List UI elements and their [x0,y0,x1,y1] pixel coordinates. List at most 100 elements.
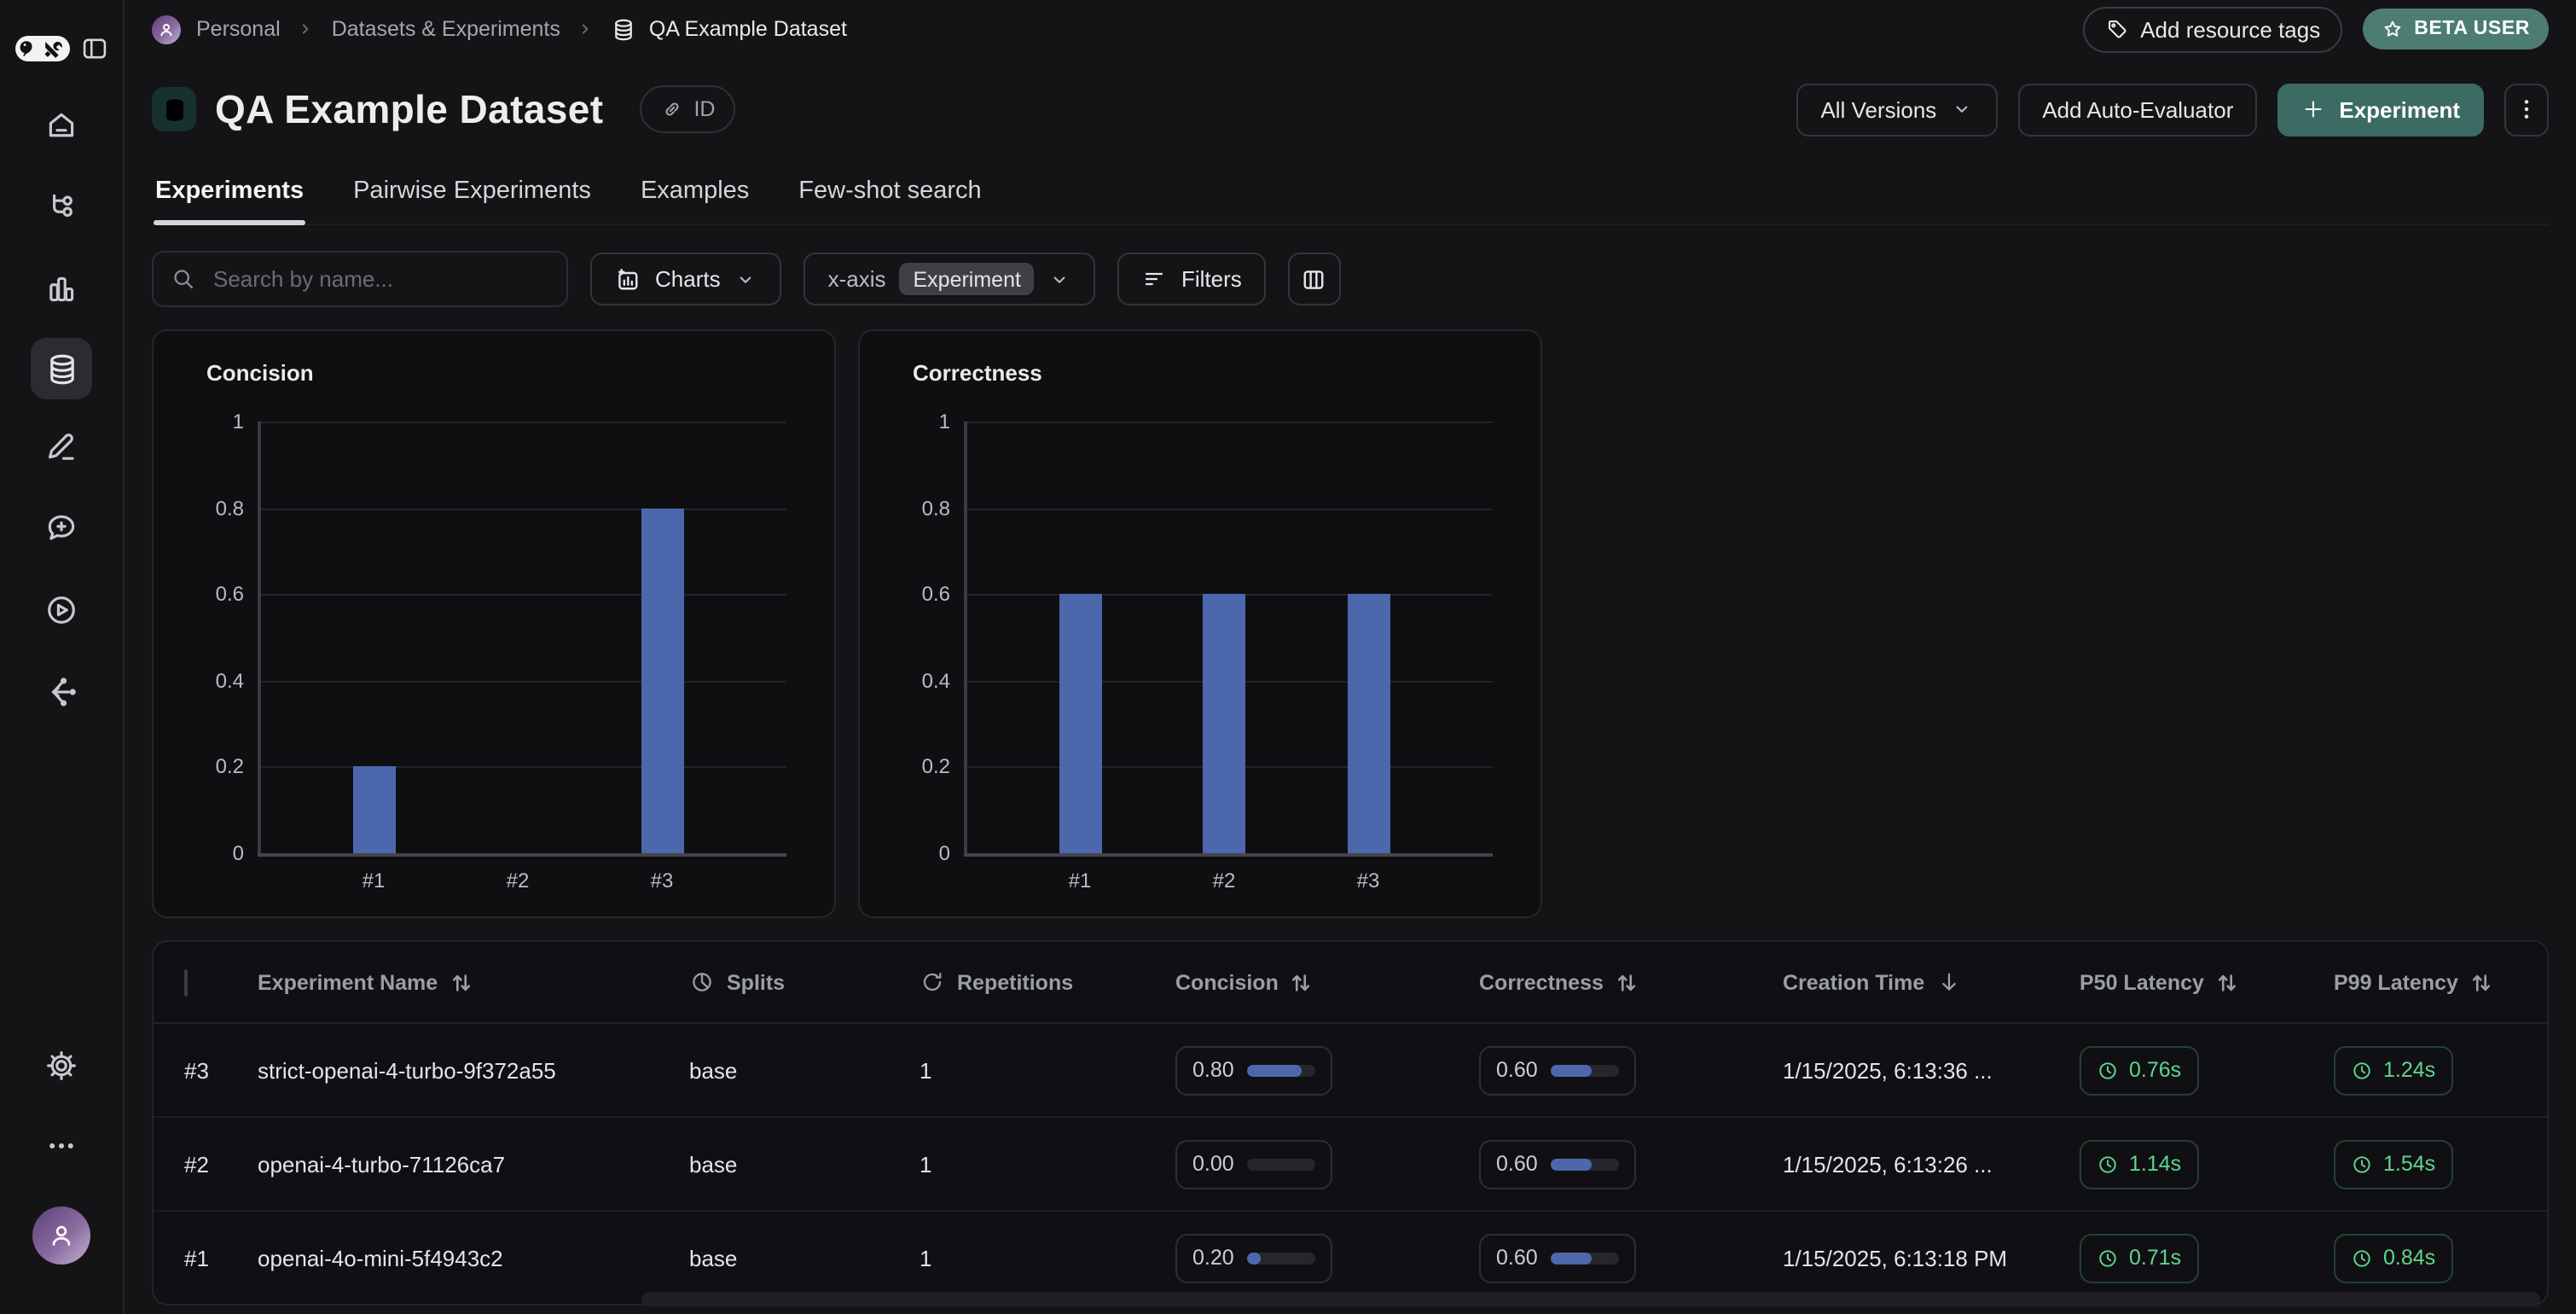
concision-score-chip[interactable]: 0.20 [1175,1233,1333,1282]
p99-latency-chip[interactable]: 0.84s [2334,1233,2453,1282]
concision-score-chip[interactable]: 0.80 [1175,1045,1333,1095]
horizontal-scrollbar[interactable] [275,1292,2549,1307]
chart-gridline [964,422,1493,423]
table-row[interactable]: #2 openai-4-turbo-71126ca7 base 1 0.00 0… [154,1118,2547,1212]
experiment-name-link[interactable]: strict-openai-4-turbo-9f372a55 [258,1057,556,1083]
tab-few-shot-search[interactable]: Few-shot search [798,177,982,205]
user-menu[interactable] [32,1206,90,1265]
correctness-score-chip[interactable]: 0.60 [1479,1139,1637,1189]
score-value: 0.80 [1192,1058,1234,1082]
score-bar-fill [1551,1064,1593,1076]
sort-desc-icon[interactable] [1936,969,1962,995]
p50-latency-chip[interactable]: 0.76s [2080,1045,2199,1095]
charts-button[interactable]: Charts [590,253,782,305]
filters-button[interactable]: Filters [1117,253,1266,305]
sort-icon[interactable] [450,970,472,994]
sort-icon[interactable] [2470,970,2492,994]
new-experiment-button[interactable]: Experiment [2277,83,2484,136]
tab-experiments[interactable]: Experiments [154,167,306,225]
p99-latency-chip[interactable]: 1.24s [2334,1045,2453,1095]
langsmith-logo[interactable] [15,36,70,61]
sidebar-item-datasets[interactable] [31,338,92,399]
add-auto-evaluator-button[interactable]: Add Auto-Evaluator [2018,83,2258,136]
trace-tree-icon [44,189,79,225]
table-row[interactable]: #1 openai-4o-mini-5f4943c2 base 1 0.20 0… [154,1212,2547,1304]
plus-icon [2301,97,2325,121]
select-all-checkbox[interactable] [184,968,188,996]
add-resource-tags-button[interactable]: Add resource tags [2082,6,2343,52]
home-icon [44,108,79,143]
tag-icon [2104,17,2128,41]
sidebar-item-settings[interactable] [44,1048,79,1092]
search-input[interactable] [210,265,549,294]
experiment-name-link[interactable]: openai-4o-mini-5f4943c2 [258,1245,503,1270]
sidebar-item-annotation[interactable] [44,428,79,473]
y-axis-tick-label: 0.8 [921,496,950,520]
column-header-p99-latency[interactable]: P99 Latency [2334,970,2549,994]
column-header-repetitions[interactable]: Repetitions [920,969,1175,995]
column-header-splits[interactable]: Splits [689,969,920,995]
sort-icon[interactable] [1616,970,1638,994]
chevron-right-icon [296,19,316,39]
chart-x-axis [258,853,786,857]
correctness-score-chip[interactable]: 0.60 [1479,1233,1637,1282]
tab-examples[interactable]: Examples [640,177,750,205]
column-header-p50-latency[interactable]: P50 Latency [2080,970,2334,994]
experiment-name-link[interactable]: openai-4-turbo-71126ca7 [258,1151,506,1177]
column-header-correctness[interactable]: Correctness [1479,970,1783,994]
sidebar-toggle-icon[interactable] [80,34,109,63]
y-axis-tick-label: 0.6 [921,582,950,607]
p50-latency-chip[interactable]: 1.14s [2080,1139,2199,1189]
workspace-avatar[interactable] [152,15,181,44]
p50-latency-chip[interactable]: 0.71s [2080,1233,2199,1282]
chart-title: Concision [206,360,314,386]
star-icon [2382,18,2404,40]
table-body: #3 strict-openai-4-turbo-9f372a55 base 1… [154,1024,2547,1304]
breadcrumb-section[interactable]: Datasets & Experiments [331,17,560,41]
concision-score-chip[interactable]: 0.00 [1175,1139,1333,1189]
sidebar-item-home[interactable] [44,108,79,152]
scrollbar-thumb[interactable] [641,1292,2540,1307]
table-row[interactable]: #3 strict-openai-4-turbo-9f372a55 base 1… [154,1024,2547,1118]
column-header-experiment-name[interactable]: Experiment Name [258,970,689,994]
clock-icon [2351,1153,2373,1175]
score-bar [1551,1158,1620,1170]
database-icon [612,16,637,42]
version-selector[interactable]: All Versions [1796,83,1999,136]
sidebar-item-playground[interactable] [44,592,79,637]
more-actions-button[interactable] [2504,83,2549,136]
x-axis-tick-label: #1 [362,869,386,892]
sidebar-item-more[interactable] [44,1129,78,1172]
splits-cell: base [689,1151,738,1177]
correctness-score-chip[interactable]: 0.60 [1479,1045,1637,1095]
score-bar [1551,1064,1620,1076]
score-value: 0.60 [1496,1246,1538,1270]
p99-latency-chip[interactable]: 1.54s [2334,1139,2453,1189]
repetitions-cell: 1 [920,1057,932,1083]
sidebar-item-tracing[interactable] [44,189,79,234]
sidebar-item-deployments[interactable] [44,674,79,718]
sidebar-item-prompts[interactable] [44,510,79,555]
chart-gridline [258,680,786,683]
column-header-creation-time[interactable]: Creation Time [1783,969,2080,995]
xaxis-selector[interactable]: x-axis Experiment [804,253,1096,305]
copy-id-button[interactable]: ID [639,85,736,133]
toolbar: Charts x-axis Experiment Filters [152,251,2549,307]
columns-button[interactable] [1287,253,1341,305]
y-axis-tick-label: 0.2 [921,754,950,779]
score-bar-fill [1247,1252,1262,1264]
creation-time-cell: 1/15/2025, 6:13:26 ... [1783,1151,1993,1177]
column-header-concision[interactable]: Concision [1175,970,1479,994]
sort-icon[interactable] [1291,970,1313,994]
latency-value: 0.71s [2129,1246,2182,1270]
y-axis-tick-label: 0.8 [215,496,244,520]
sort-icon[interactable] [2216,970,2238,994]
chevron-down-icon [734,267,758,291]
sidebar-item-monitoring[interactable] [44,271,79,316]
tab-pairwise-experiments[interactable]: Pairwise Experiments [353,177,591,205]
y-axis-tick-label: 0.2 [215,754,244,779]
creation-time-cell: 1/15/2025, 6:13:18 PM [1783,1245,2008,1270]
breadcrumb-workspace[interactable]: Personal [196,17,281,41]
repetitions-cell: 1 [920,1245,932,1270]
